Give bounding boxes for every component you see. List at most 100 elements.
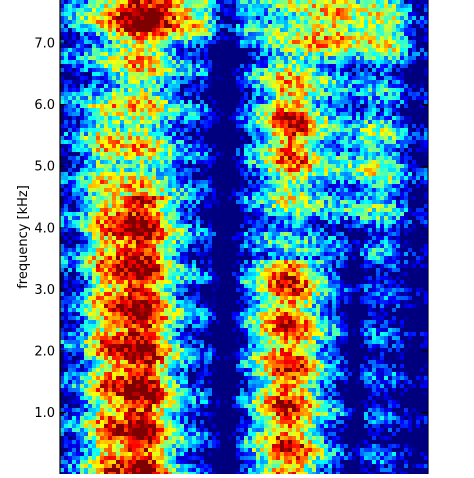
heatmap-cell	[124, 8, 128, 12]
heatmap-cell	[304, 196, 308, 200]
heatmap-cell	[196, 136, 200, 140]
heatmap-cell	[324, 196, 328, 200]
heatmap-cell	[112, 40, 116, 44]
heatmap-cell	[376, 116, 380, 120]
heatmap-cell	[228, 68, 232, 72]
heatmap-cell	[84, 164, 88, 168]
heatmap-cell	[320, 152, 324, 156]
heatmap-cell	[196, 140, 200, 144]
heatmap-cell	[232, 136, 236, 140]
heatmap-cell	[172, 112, 176, 116]
heatmap-cell	[360, 164, 364, 168]
heatmap-cell	[332, 48, 336, 52]
heatmap-cell	[272, 76, 276, 80]
heatmap-cell	[100, 116, 104, 120]
heatmap-cell	[260, 24, 264, 28]
heatmap-cell	[208, 20, 212, 24]
heatmap-cell	[136, 52, 140, 56]
heatmap-cell	[128, 24, 132, 28]
heatmap-cell	[356, 208, 360, 212]
heatmap-cell	[288, 48, 292, 52]
heatmap-cell	[252, 72, 256, 76]
heatmap-cell	[180, 180, 184, 184]
heatmap-cell	[120, 56, 124, 60]
heatmap-cell	[332, 156, 336, 160]
heatmap-cell	[416, 12, 420, 16]
heatmap-cell	[252, 208, 256, 212]
heatmap-cell	[276, 168, 280, 172]
heatmap-cell	[136, 156, 140, 160]
heatmap-cell	[416, 112, 420, 116]
heatmap-cell	[136, 12, 140, 16]
heatmap-cell	[172, 212, 176, 216]
heatmap-cell	[104, 160, 108, 164]
heatmap-cell	[292, 12, 296, 16]
heatmap-cell	[280, 44, 284, 48]
heatmap-cell	[180, 148, 184, 152]
heatmap-cell	[148, 48, 152, 52]
heatmap-cell	[108, 168, 112, 172]
heatmap-cell	[152, 84, 156, 88]
heatmap-cell	[376, 0, 380, 4]
heatmap-cell	[224, 196, 228, 200]
heatmap-cell	[212, 36, 216, 40]
heatmap-cell	[392, 76, 396, 80]
heatmap-cell	[236, 88, 240, 92]
heatmap-cell	[184, 120, 188, 124]
heatmap-cell	[168, 36, 172, 40]
heatmap-cell	[196, 16, 200, 20]
heatmap-cell	[312, 148, 316, 152]
heatmap-cell	[396, 112, 400, 116]
heatmap-cell	[164, 160, 168, 164]
heatmap-cell	[380, 8, 384, 12]
heatmap-cell	[136, 180, 140, 184]
heatmap-cell	[244, 184, 248, 188]
heatmap-cell	[348, 180, 352, 184]
heatmap-cell	[284, 200, 288, 204]
heatmap-cell	[308, 172, 312, 176]
heatmap-cell	[192, 32, 196, 36]
heatmap-cell	[280, 12, 284, 16]
heatmap-cell	[164, 100, 168, 104]
heatmap-cell	[64, 12, 68, 16]
heatmap-cell	[348, 108, 352, 112]
heatmap-cell	[60, 196, 64, 200]
heatmap-cell	[300, 20, 304, 24]
heatmap-cell	[400, 152, 404, 156]
heatmap-cell	[212, 200, 216, 204]
heatmap-cell	[148, 196, 152, 200]
heatmap-cell	[272, 60, 276, 64]
heatmap-cell	[152, 196, 156, 200]
heatmap-cell	[324, 140, 328, 144]
heatmap-cell	[92, 140, 96, 144]
heatmap-cell	[224, 32, 228, 36]
heatmap-cell	[184, 144, 188, 148]
heatmap-cell	[148, 180, 152, 184]
heatmap-cell	[276, 76, 280, 80]
heatmap-cell	[296, 64, 300, 68]
heatmap-cell	[332, 52, 336, 56]
heatmap-cell	[416, 92, 420, 96]
heatmap-cell	[76, 124, 80, 128]
heatmap-cell	[304, 200, 308, 204]
heatmap-cell	[348, 132, 352, 136]
heatmap-cell	[124, 68, 128, 72]
heatmap-cell	[104, 144, 108, 148]
heatmap-cell	[176, 120, 180, 124]
heatmap-cell	[200, 196, 204, 200]
heatmap-cell	[156, 64, 160, 68]
heatmap-cell	[240, 116, 244, 120]
heatmap-cell	[316, 64, 320, 68]
heatmap-cell	[300, 92, 304, 96]
heatmap-cell	[156, 92, 160, 96]
heatmap-cell	[340, 40, 344, 44]
heatmap-cell	[384, 156, 388, 160]
heatmap-cell	[256, 68, 260, 72]
heatmap-cell	[416, 152, 420, 156]
heatmap-cell	[256, 140, 260, 144]
heatmap-cell	[80, 164, 84, 168]
heatmap-cell	[388, 144, 392, 148]
heatmap-cell	[140, 16, 144, 20]
heatmap-cell	[120, 144, 124, 148]
heatmap-cell	[180, 156, 184, 160]
